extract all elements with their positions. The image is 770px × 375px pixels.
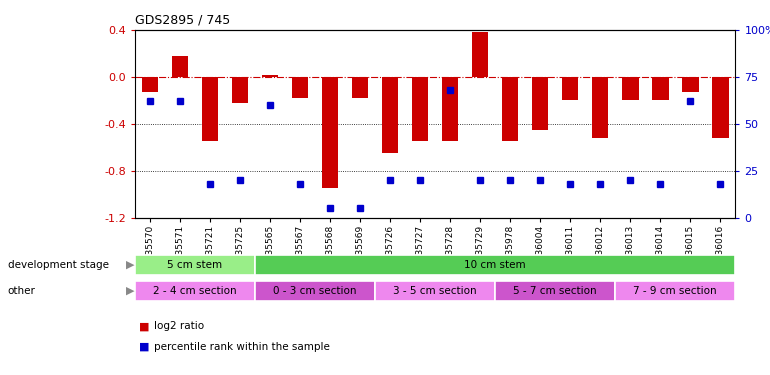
Bar	[255, 281, 375, 301]
Bar	[592, 77, 608, 138]
Bar	[712, 77, 728, 138]
Text: other: other	[8, 286, 35, 296]
Bar	[442, 77, 458, 141]
Bar	[502, 77, 518, 141]
Bar	[262, 75, 278, 77]
Text: ■: ■	[139, 321, 152, 331]
Bar	[172, 56, 188, 77]
Text: 7 - 9 cm section: 7 - 9 cm section	[634, 286, 717, 296]
Text: ■: ■	[139, 342, 152, 352]
Text: development stage: development stage	[8, 260, 109, 270]
Bar	[292, 77, 308, 98]
Text: log2 ratio: log2 ratio	[154, 321, 204, 331]
Bar	[682, 77, 698, 92]
Text: ▶: ▶	[126, 260, 134, 270]
Bar	[135, 255, 255, 275]
Bar	[135, 281, 255, 301]
Bar	[352, 77, 368, 98]
Bar	[412, 77, 428, 141]
Bar	[622, 77, 638, 101]
Text: percentile rank within the sample: percentile rank within the sample	[154, 342, 330, 352]
Bar	[615, 281, 735, 301]
Text: 0 - 3 cm section: 0 - 3 cm section	[273, 286, 357, 296]
Text: 2 - 4 cm section: 2 - 4 cm section	[153, 286, 236, 296]
Text: 5 - 7 cm section: 5 - 7 cm section	[514, 286, 597, 296]
Bar	[382, 77, 398, 153]
Text: ▶: ▶	[126, 286, 134, 296]
Bar	[375, 281, 495, 301]
Bar	[652, 77, 668, 101]
Bar	[495, 281, 615, 301]
Bar	[142, 77, 158, 92]
Bar	[532, 77, 548, 130]
Text: 5 cm stem: 5 cm stem	[167, 260, 223, 270]
Bar	[562, 77, 578, 101]
Bar	[322, 77, 338, 188]
Bar	[255, 255, 735, 275]
Bar	[472, 32, 488, 77]
Text: 10 cm stem: 10 cm stem	[464, 260, 526, 270]
Bar	[232, 77, 248, 103]
Text: 3 - 5 cm section: 3 - 5 cm section	[393, 286, 477, 296]
Bar	[202, 77, 218, 141]
Text: GDS2895 / 745: GDS2895 / 745	[135, 13, 230, 26]
